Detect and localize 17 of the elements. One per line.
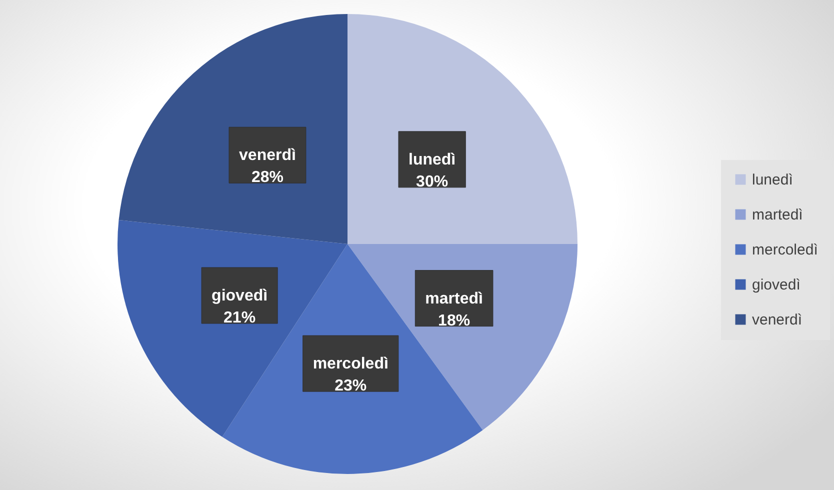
pie-slice: [348, 14, 578, 244]
legend-label: martedì: [752, 206, 803, 224]
slice-label: martedì: [425, 290, 483, 308]
data-label: 18%: [438, 312, 470, 330]
data-label: 21%: [224, 309, 256, 326]
legend-label: lunedì: [752, 172, 793, 188]
slice-label: mercoledì: [312, 356, 388, 373]
slice-label: lunedì: [408, 151, 456, 168]
data-label: 28%: [251, 169, 284, 186]
legend-label: venerdì: [752, 312, 802, 328]
legend-label: giovedì: [752, 276, 800, 294]
data-label: 30%: [416, 173, 448, 190]
slice-label: venerdì: [239, 147, 296, 164]
legend-label: mercoledì: [752, 242, 818, 258]
slice-label: giovedì: [212, 287, 268, 304]
data-label: 23%: [334, 378, 367, 395]
pie-slice: [118, 14, 348, 244]
